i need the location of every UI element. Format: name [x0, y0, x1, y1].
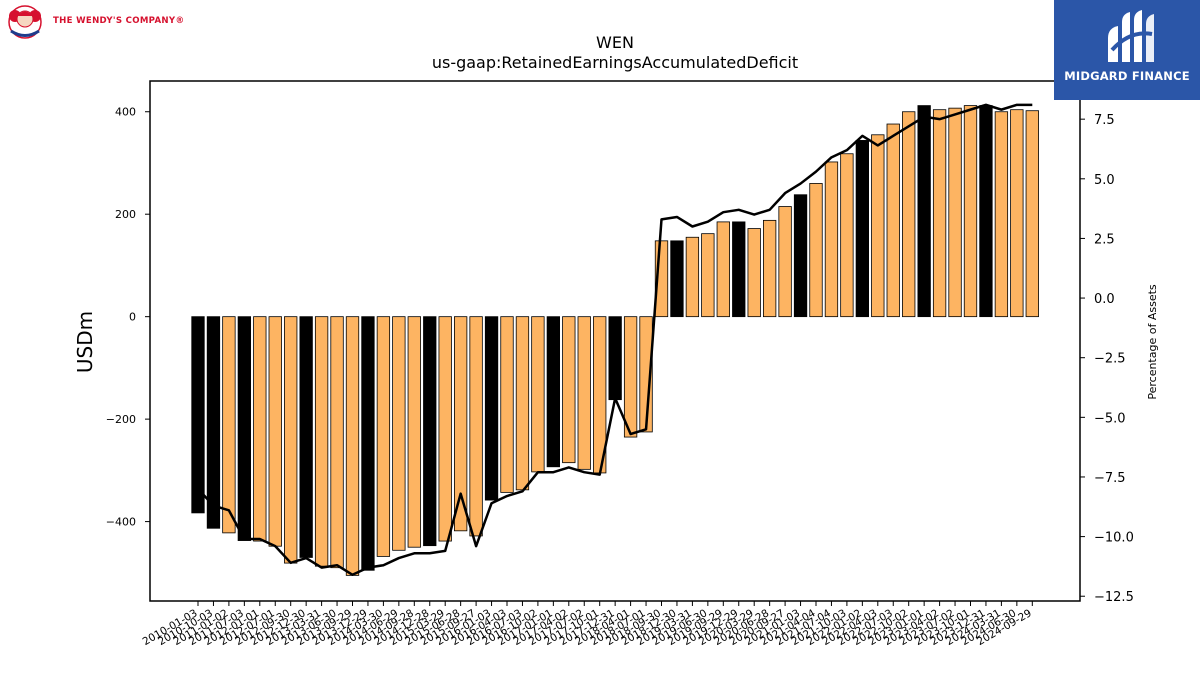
bar: [932, 109, 947, 318]
bar: [948, 107, 962, 318]
bar: [376, 316, 391, 557]
bar: [314, 316, 329, 567]
bar: [469, 316, 483, 537]
bar: [855, 140, 869, 318]
bar: [546, 316, 560, 468]
y-axis-ticks: −400 −200 0 200 400: [106, 106, 150, 529]
y-tick-label: 400: [115, 106, 136, 119]
midgard-finance-logo: MIDGARD FINANCE: [1054, 0, 1200, 100]
wendys-girl-icon: [8, 5, 42, 39]
bar: [361, 316, 375, 571]
bar: [515, 316, 530, 491]
bar: [778, 206, 792, 318]
bar: [299, 316, 313, 558]
bar: [345, 316, 360, 576]
bar: [330, 316, 344, 569]
pct-line-series: [197, 103, 1033, 577]
y-tick-label: 0: [129, 311, 136, 324]
bar: [963, 105, 978, 318]
y2-axis-label: Percentage of Assets: [1146, 284, 1159, 400]
bar: [685, 236, 700, 318]
bar: [531, 316, 545, 473]
bar: [268, 316, 282, 547]
y-tick-label: −400: [106, 516, 136, 529]
bar: [871, 134, 885, 318]
y2-tick-label: 2.5: [1094, 232, 1115, 247]
bar: [237, 316, 252, 541]
bar: [979, 105, 993, 318]
bar: [438, 316, 452, 542]
bar: [701, 233, 715, 318]
y2-tick-label: 5.0: [1094, 173, 1115, 188]
chart-title: WEN: [596, 33, 634, 52]
bar: [763, 219, 777, 318]
bar: [407, 316, 421, 548]
pct-line: [197, 103, 1033, 577]
bar: [824, 161, 839, 318]
bar: [500, 316, 514, 493]
midgard-finance-icon: [1108, 10, 1154, 62]
bar: [902, 111, 916, 318]
bar: [191, 316, 205, 514]
wendys-logo-text: THE WENDY'S COMPANY®: [53, 16, 185, 26]
bar: [253, 316, 267, 542]
bar: [670, 240, 684, 318]
y-tick-label: 200: [115, 208, 136, 221]
y2-tick-label: −2.5: [1094, 352, 1126, 367]
bar: [562, 316, 576, 464]
bar: [392, 316, 406, 551]
bar: [793, 194, 808, 318]
bar: [747, 228, 761, 318]
bar: [222, 316, 236, 534]
bar: [716, 221, 730, 318]
bar: [809, 183, 823, 318]
y2-tick-label: −5.0: [1094, 411, 1126, 426]
bar: [453, 316, 468, 532]
bar: [840, 153, 854, 318]
y-axis-label: USDm: [73, 311, 97, 373]
bar: [423, 316, 437, 547]
bar: [1025, 110, 1039, 318]
y2-tick-label: −12.5: [1094, 590, 1134, 605]
bar: [886, 123, 900, 318]
bar: [206, 316, 221, 529]
y2-tick-label: −10.0: [1094, 531, 1134, 546]
y2-tick-label: 7.5: [1094, 113, 1115, 128]
bar: [484, 316, 499, 501]
y2-tick-label: 0.0: [1094, 292, 1115, 307]
bar: [994, 111, 1009, 318]
x-axis-ticks: 2010-01-032010-10-032011-01-022011-07-03…: [141, 601, 1034, 648]
wendys-logo: [6, 4, 46, 44]
bar: [623, 316, 638, 438]
bar: [577, 316, 591, 470]
y2-tick-label: −7.5: [1094, 471, 1126, 486]
bar: [284, 316, 298, 564]
y-tick-label: −200: [106, 413, 136, 426]
chart-subtitle: us-gaap:RetainedEarningsAccumulatedDefic…: [432, 53, 798, 72]
bar: [732, 221, 746, 318]
bar: [1010, 109, 1024, 318]
midgard-finance-text: MIDGARD FINANCE: [1064, 69, 1190, 83]
bar-series: [191, 105, 1039, 576]
bar: [608, 316, 622, 401]
bar: [917, 105, 931, 318]
y2-axis-ticks: −12.5 −10.0 −7.5 −5.0 −2.5 0.0 2.5 5.0 7.5: [1080, 113, 1134, 605]
